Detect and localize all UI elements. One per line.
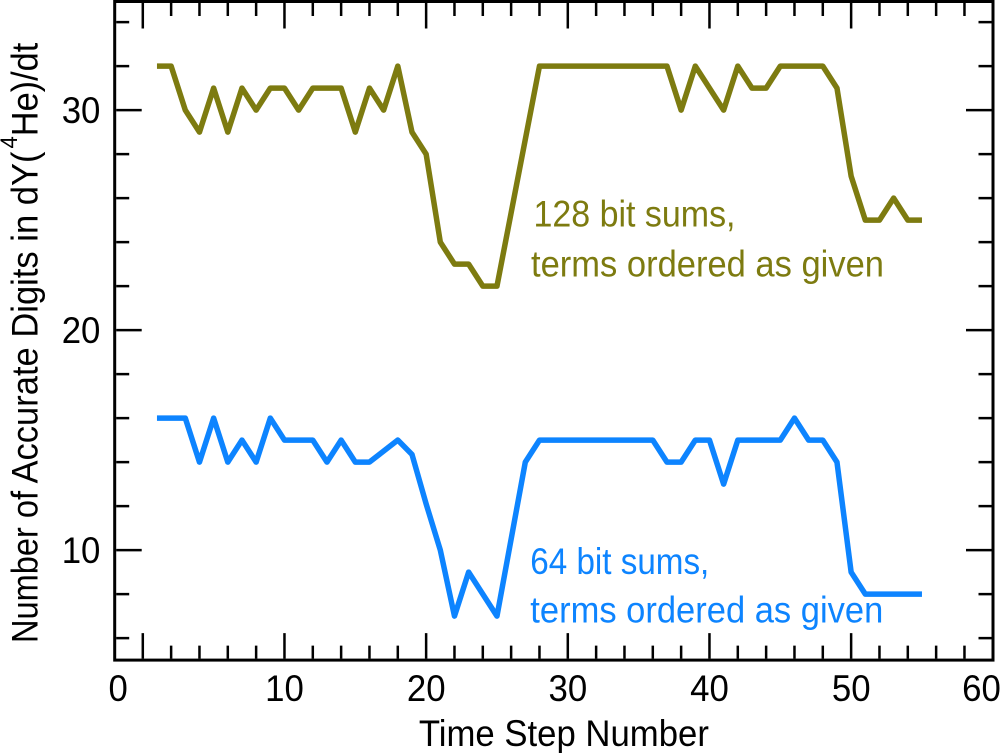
- svg-text:10: 10: [265, 668, 304, 709]
- svg-text:He)/dt: He)/dt: [5, 42, 46, 136]
- svg-text:terms ordered as given: terms ordered as given: [531, 243, 884, 284]
- svg-text:0: 0: [108, 668, 127, 709]
- svg-text:60: 60: [962, 668, 1000, 709]
- svg-text:Accurate Digits in dY(: Accurate Digits in dY(: [5, 151, 46, 484]
- svg-text:20: 20: [407, 668, 446, 709]
- svg-text:30: 30: [549, 668, 588, 709]
- svg-text:50: 50: [832, 668, 871, 709]
- svg-text:40: 40: [690, 668, 729, 709]
- svg-text:30: 30: [62, 90, 101, 131]
- svg-text:Time Step Number: Time Step Number: [419, 713, 709, 753]
- svg-text:64 bit sums,: 64 bit sums,: [530, 541, 709, 582]
- svg-text:terms ordered as given: terms ordered as given: [530, 589, 883, 630]
- svg-text:Number of: Number of: [5, 490, 46, 643]
- svg-text:128 bit sums,: 128 bit sums,: [534, 193, 736, 234]
- svg-text:20: 20: [62, 310, 101, 351]
- svg-text:4: 4: [0, 136, 23, 148]
- svg-text:10: 10: [62, 530, 101, 571]
